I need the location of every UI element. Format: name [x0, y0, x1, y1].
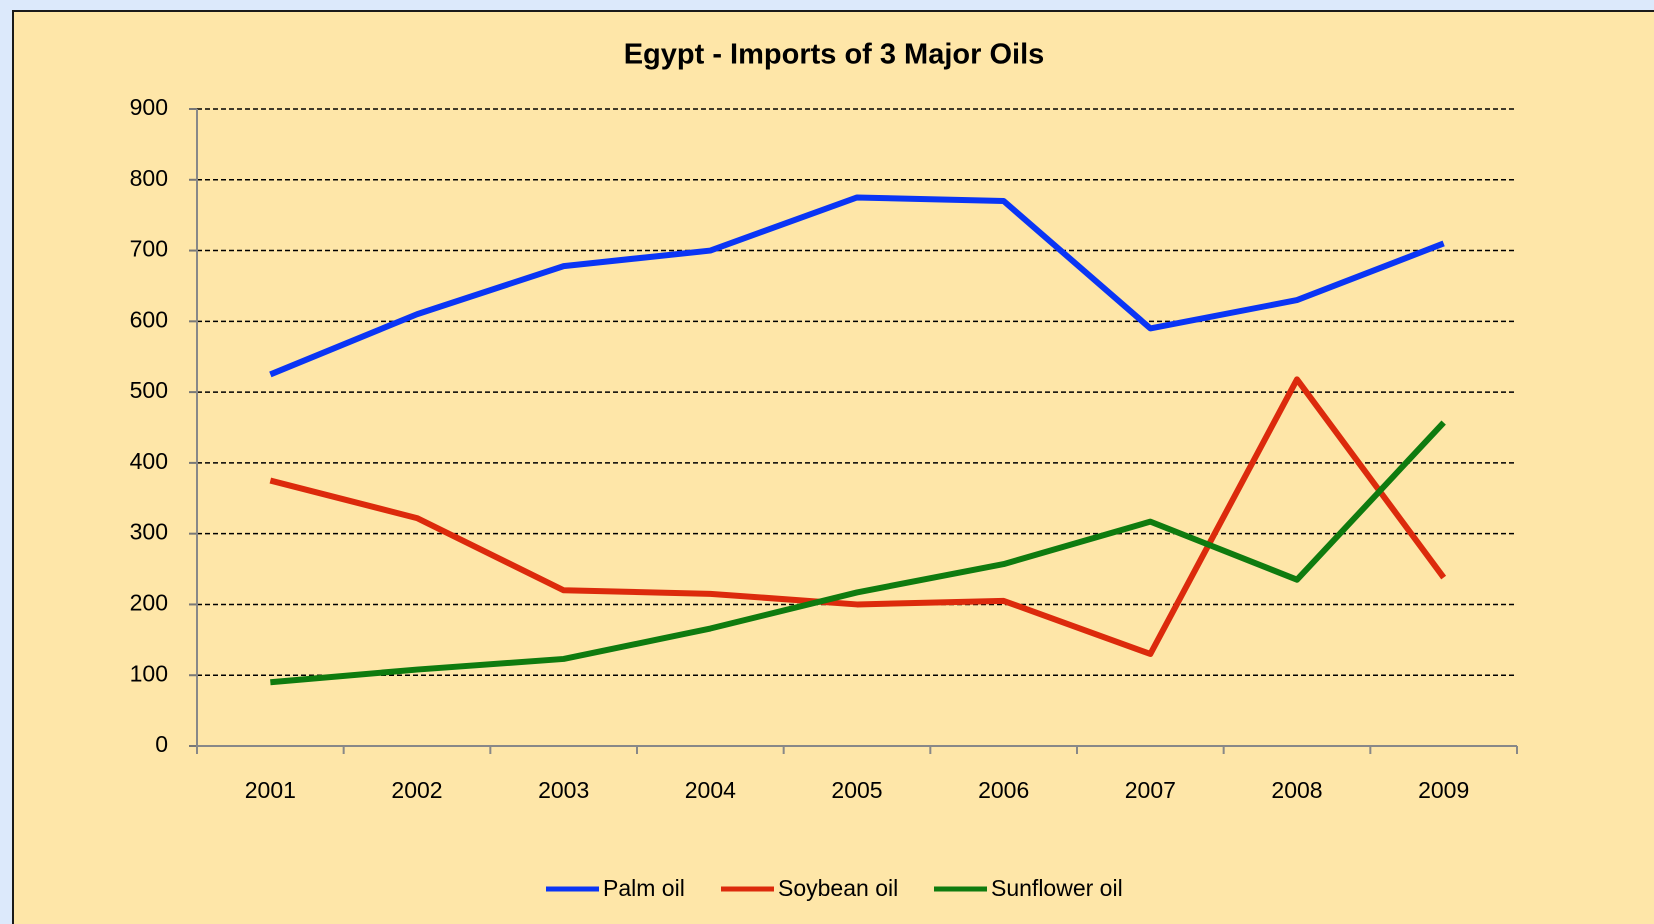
chart-title: Egypt - Imports of 3 Major Oils: [624, 39, 1045, 71]
x-tick-label: 2008: [1271, 777, 1322, 803]
legend-label: Sunflower oil: [991, 875, 1123, 901]
legend-label: Soybean oil: [778, 875, 898, 901]
y-tick-label: 800: [130, 165, 168, 191]
x-tick-label: 2007: [1125, 777, 1176, 803]
series-line: [270, 420, 1446, 686]
x-tick-label: 2005: [831, 777, 882, 803]
series-line: [269, 194, 1445, 378]
y-tick-label: 300: [130, 519, 168, 545]
y-tick-label: 900: [130, 94, 168, 120]
y-tick-label: 200: [130, 590, 168, 616]
x-tick-label: 2002: [391, 777, 442, 803]
chart-panel: [12, 10, 1654, 924]
y-tick-label: 0: [155, 731, 168, 757]
y-tick-label: 500: [130, 377, 168, 403]
y-tick-label: 600: [130, 306, 168, 332]
x-tick-label: 2006: [978, 777, 1029, 803]
series-line: [269, 376, 1447, 657]
y-tick-label: 100: [130, 660, 168, 686]
x-tick-label: 2004: [685, 777, 736, 803]
legend-label: Palm oil: [603, 875, 685, 901]
y-tick-label: 400: [130, 448, 168, 474]
x-tick-label: 2009: [1418, 777, 1469, 803]
x-tick-label: 2001: [245, 777, 296, 803]
x-tick-label: 2003: [538, 777, 589, 803]
y-tick-label: 700: [130, 236, 168, 262]
